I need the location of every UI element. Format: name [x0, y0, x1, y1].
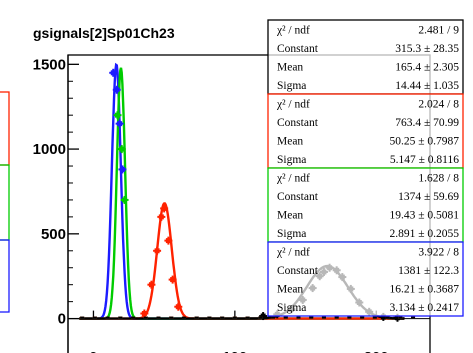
- neighbor-pad-edges: [0, 91, 10, 313]
- data-marker: [119, 166, 125, 172]
- stat-label: Sigma: [277, 302, 306, 314]
- stat-box-frame: [267, 19, 464, 95]
- stat-label: Constant: [277, 191, 319, 203]
- side-pad-edge: [0, 164, 10, 241]
- stat-value: 2.481 / 9: [418, 25, 459, 37]
- stat-value: 315.3 ± 28.35: [395, 43, 459, 55]
- data-point: [118, 165, 127, 174]
- y-tick-label: 1500: [33, 56, 66, 73]
- stat-label: Sigma: [277, 154, 306, 166]
- stat-value: 3.134 ± 0.2417: [389, 302, 459, 314]
- stat-label: Constant: [277, 43, 319, 55]
- data-marker: [119, 146, 125, 152]
- stat-box-frame: [267, 167, 464, 243]
- data-marker: [158, 214, 164, 220]
- histogram-title: gsignals[2]Sp01Ch23: [33, 25, 175, 41]
- data-point: [174, 302, 183, 311]
- data-point: [115, 119, 124, 128]
- stat-box: χ² / ndf 2.481 / 9 Constant 315.3 ± 28.35 Me…: [267, 19, 464, 95]
- data-point: [157, 212, 166, 221]
- stat-box: χ² / ndf 1.628 / 8 Constant 1374 ± 59.69 Mea…: [267, 167, 464, 243]
- data-point: [117, 145, 126, 154]
- stat-box-frame: [267, 93, 464, 169]
- stat-value: 16.21 ± 0.3687: [389, 284, 459, 296]
- data-marker: [154, 248, 160, 254]
- data-marker: [161, 205, 167, 211]
- stat-box: χ² / ndf 2.024 / 8 Constant 763.4 ± 70.99 Me…: [267, 93, 464, 169]
- stat-label: Mean: [277, 210, 303, 222]
- data-marker: [380, 314, 386, 320]
- data-marker: [141, 311, 147, 317]
- stat-value: 2.891 ± 0.2055: [389, 228, 459, 240]
- stat-value: 2.024 / 8: [418, 99, 459, 111]
- data-marker: [110, 70, 116, 76]
- stat-box: χ² / ndf 3.922 / 8 Constant 1381 ± 122.3 Mea…: [267, 241, 464, 317]
- stat-label: χ² / ndf: [276, 99, 310, 111]
- stat-label: Mean: [277, 62, 303, 74]
- x-tick-label: 0: [89, 349, 97, 353]
- y-tick-label: 1000: [33, 141, 66, 158]
- x-tick-label: 200: [364, 349, 389, 353]
- data-point: [164, 236, 173, 245]
- data-marker: [117, 121, 123, 127]
- stat-label: Constant: [277, 117, 319, 129]
- data-point: [259, 312, 268, 321]
- stat-value: 5.147 ± 0.8116: [390, 154, 459, 166]
- data-point: [147, 280, 156, 289]
- data-marker: [122, 197, 128, 203]
- data-point: [140, 309, 149, 318]
- data-point: [120, 195, 129, 204]
- data-point: [109, 68, 118, 77]
- fit-stat-boxes: χ² / ndf 2.481 / 9 Constant 315.3 ± 28.35 Me…: [267, 19, 464, 317]
- data-marker: [260, 313, 266, 319]
- stat-box-frame: [267, 241, 464, 317]
- data-point: [160, 204, 169, 213]
- data-marker: [114, 87, 120, 93]
- stat-value: 3.922 / 8: [418, 247, 459, 259]
- stat-label: χ² / ndf: [276, 173, 310, 185]
- data-point: [168, 275, 177, 284]
- data-marker: [114, 112, 120, 118]
- data-marker: [394, 315, 400, 321]
- data-point: [112, 85, 121, 94]
- stat-label: Constant: [277, 265, 319, 277]
- data-marker: [175, 304, 181, 310]
- data-marker: [165, 238, 171, 244]
- stat-value: 165.4 ± 2.305: [395, 62, 459, 74]
- stat-value: 1381 ± 122.3: [398, 265, 459, 277]
- x-tick-label: 100: [222, 349, 247, 353]
- y-tick-label: 500: [41, 226, 66, 243]
- y-tick-label: 0: [58, 311, 66, 328]
- stat-value: 19.43 ± 0.5081: [389, 210, 459, 222]
- stat-label: Sigma: [277, 228, 306, 240]
- stat-label: Mean: [277, 284, 303, 296]
- stat-value: 1374 ± 59.69: [398, 191, 459, 203]
- side-pad-edge: [0, 239, 10, 313]
- stat-label: χ² / ndf: [276, 25, 310, 37]
- stat-label: Mean: [277, 136, 303, 148]
- stat-label: χ² / ndf: [276, 247, 310, 259]
- stat-label: Sigma: [277, 80, 306, 92]
- stat-value: 763.4 ± 70.99: [395, 117, 459, 129]
- side-pad-edge: [0, 91, 10, 166]
- stat-value: 50.25 ± 0.7987: [389, 136, 459, 148]
- data-point: [153, 246, 162, 255]
- data-marker: [148, 282, 154, 288]
- stat-value: 14.44 ± 1.035: [395, 80, 459, 92]
- stat-value: 1.628 / 8: [418, 173, 459, 185]
- data-point: [113, 111, 122, 120]
- data-marker: [170, 277, 176, 283]
